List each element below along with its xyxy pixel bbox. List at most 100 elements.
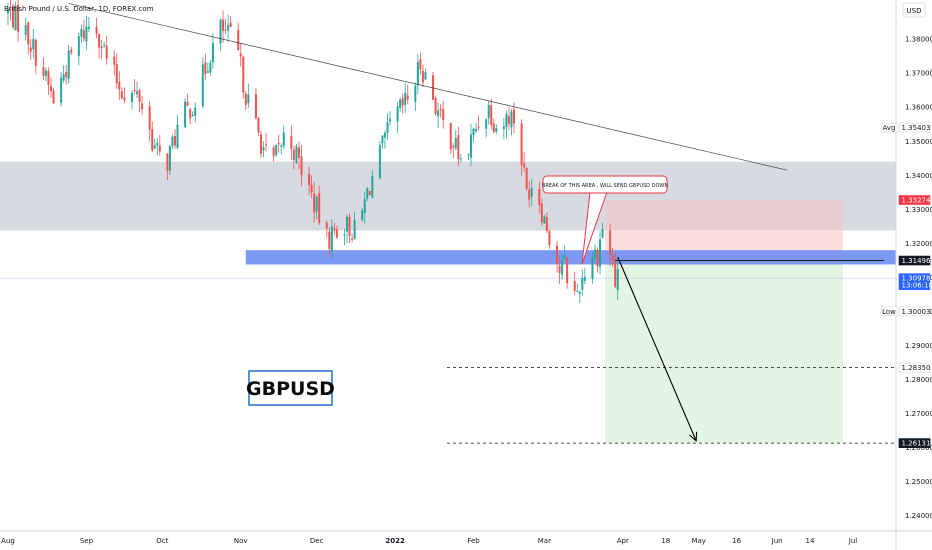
candle-body: [85, 26, 88, 42]
price-tag-value: 1.31496: [902, 257, 931, 265]
price-tag[interactable]: [898, 195, 931, 205]
y-tick-label: 1.37000: [905, 70, 932, 78]
candle-body: [502, 126, 505, 130]
candle-body: [432, 75, 435, 100]
candle-body: [168, 145, 171, 171]
candle-body: [318, 193, 321, 223]
candle-body: [42, 67, 45, 77]
candle-body: [454, 138, 457, 149]
candle-body: [449, 123, 452, 150]
y-tick-label: 1.26000: [905, 444, 932, 452]
candle-body: [113, 56, 116, 65]
candle-body: [222, 19, 225, 31]
candle-body: [272, 147, 275, 157]
candle-body: [363, 198, 366, 214]
candle-body: [475, 128, 478, 132]
candle-body: [469, 134, 472, 158]
candle-body: [346, 216, 349, 232]
candle-body: [330, 226, 333, 252]
candle-body: [328, 231, 331, 249]
candle-body: [156, 143, 159, 146]
price-tag-badge: [880, 122, 898, 133]
x-tick-label: Jul: [848, 537, 858, 545]
currency-button[interactable]: [902, 2, 926, 18]
candle-body: [381, 135, 384, 144]
price-tag[interactable]: [898, 122, 931, 133]
candle-body: [371, 175, 374, 198]
price-tag-name: Low: [882, 308, 896, 316]
candle-body: [343, 234, 346, 236]
candle-body: [153, 145, 156, 149]
price-tag-value: 1.26131: [902, 440, 931, 448]
candle-body: [67, 50, 70, 79]
y-tick-label: 1.36000: [905, 104, 932, 112]
candle-body: [538, 188, 541, 206]
candle-body: [593, 249, 596, 259]
candle-body: [158, 145, 161, 152]
candle-body: [487, 104, 490, 119]
candle-body: [80, 28, 83, 37]
watermark-box: [248, 370, 333, 406]
candle-body: [29, 47, 32, 52]
candle-body: [566, 257, 569, 284]
y-tick-label: 1.28000: [905, 376, 932, 384]
candle-body: [65, 72, 68, 78]
countdown-timer: 13:06:18: [902, 282, 932, 290]
candle-body: [100, 46, 103, 49]
candle-body: [335, 229, 338, 238]
candle-body: [201, 64, 204, 107]
price-tag[interactable]: [898, 255, 931, 266]
candle-body: [44, 70, 47, 76]
candle-body: [242, 56, 245, 93]
y-tick-label: 1.33000: [905, 206, 932, 214]
candle-body: [383, 132, 386, 138]
candle-body: [419, 59, 422, 70]
candle-body: [543, 216, 546, 224]
y-tick-label: 1.27000: [905, 410, 932, 418]
candle-body: [204, 62, 207, 75]
price-tag[interactable]: [898, 306, 931, 317]
x-axis[interactable]: Aug Sep Oct Nov Dec 2022 Feb Mar Apr 18 May 16 Jun 14…: [0, 530, 932, 545]
watermark-text: GBPUSD: [246, 378, 335, 400]
x-tick-label: Apr: [617, 537, 629, 545]
candle-body: [17, 4, 20, 32]
candle-body: [239, 53, 242, 57]
x-tick-label: May: [691, 537, 705, 545]
candle-body: [609, 230, 612, 255]
take-profit-zone: [605, 260, 843, 444]
candle-body: [581, 277, 584, 290]
candle-body: [520, 123, 523, 165]
candle-body: [477, 126, 480, 128]
candle-body: [47, 71, 50, 85]
price-tag[interactable]: [898, 273, 931, 290]
annotation-box[interactable]: [542, 175, 668, 194]
candles-layer: [7, 0, 619, 303]
candle-body: [14, 6, 17, 31]
candle-body: [280, 145, 283, 147]
candle-body: [389, 119, 392, 122]
candle-body: [77, 36, 80, 57]
candle-body: [308, 173, 311, 186]
candle-body: [313, 193, 316, 213]
x-tick-label: 16: [732, 537, 741, 545]
price-tag[interactable]: [898, 362, 931, 373]
candle-body: [12, 6, 15, 28]
candle-body: [247, 94, 250, 104]
x-tick-label: Mar: [538, 537, 551, 545]
candle-body: [545, 216, 548, 231]
y-axis[interactable]: 1.24000 1.25000 1.26000 1.27000 1.28000 1.290…: [880, 0, 932, 550]
candle-body: [578, 291, 581, 294]
candle-body: [348, 217, 351, 236]
candle-body: [191, 115, 194, 117]
price-tag-value: 1.33274: [902, 197, 931, 205]
candle-body: [424, 72, 427, 80]
candle-body: [416, 61, 419, 86]
price-tag[interactable]: [898, 438, 931, 448]
candle-body: [148, 106, 151, 130]
price-tag-badge: [880, 306, 898, 317]
candle-body: [290, 135, 293, 149]
y-tick-label: 1.32000: [905, 240, 932, 248]
candle-body: [507, 116, 510, 124]
